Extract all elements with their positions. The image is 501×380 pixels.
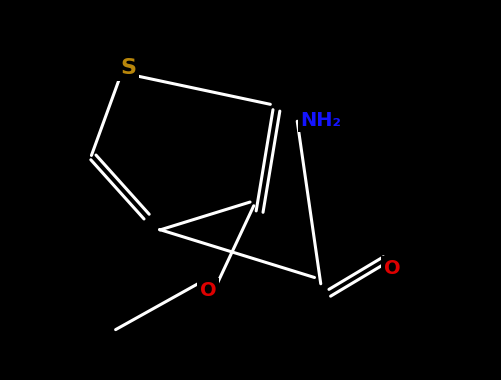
Text: NH₂: NH₂ xyxy=(300,111,340,130)
Text: O: O xyxy=(383,258,399,277)
Text: S: S xyxy=(120,58,136,78)
Text: O: O xyxy=(199,280,216,299)
